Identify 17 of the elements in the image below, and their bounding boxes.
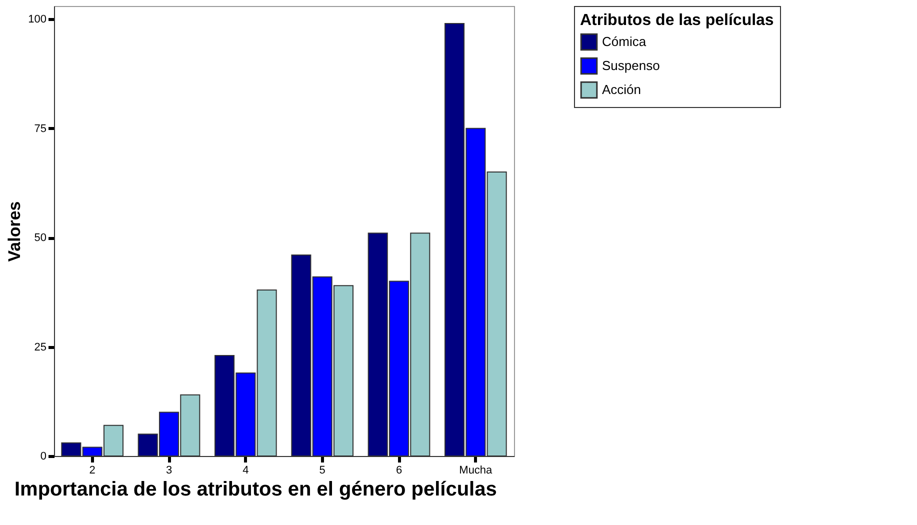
y-tick-label: 50: [34, 232, 46, 244]
legend-title: Atributos de las películas: [580, 12, 774, 29]
x-tick-label: 5: [319, 464, 326, 476]
legend-label: Suspenso: [602, 58, 660, 73]
y-tick-label: 75: [34, 122, 46, 135]
y-tick-label: 25: [34, 341, 46, 354]
x-tick-label: 6: [396, 464, 402, 476]
x-tick-label: 3: [166, 464, 172, 476]
legend-label: Cómica: [602, 34, 647, 49]
x-tick-label: 4: [242, 464, 249, 476]
x-tick-label: Mucha: [459, 464, 494, 476]
x-tick-label: 2: [89, 464, 96, 476]
x-axis-title: Importancia de los atributos en el género películas: [14, 478, 497, 500]
legend-label: Acción: [602, 82, 642, 97]
y-axis-title: Valores: [5, 201, 24, 262]
y-tick-label: 0: [40, 450, 46, 462]
y-tick-label: 100: [28, 14, 46, 26]
